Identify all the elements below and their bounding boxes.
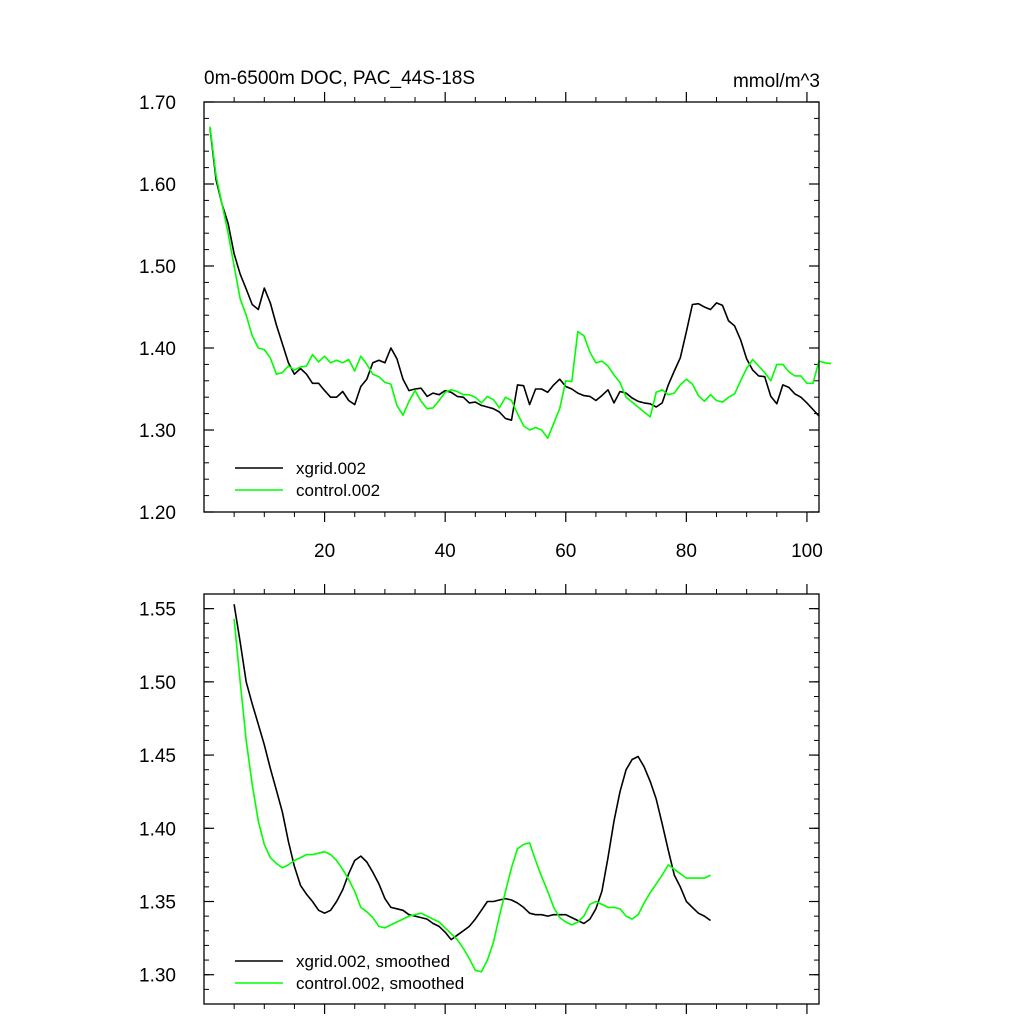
y-tick-label: 1.40: [139, 339, 176, 360]
y-tick-label: 1.70: [139, 93, 176, 114]
top-chart-frame: [203, 101, 820, 513]
top-chart-legend: xgrid.002 control.002: [235, 459, 380, 500]
x-tick-label: 80: [676, 541, 697, 562]
y-tick-label: 1.40: [139, 819, 176, 840]
y-tick-label: 1.30: [139, 966, 176, 987]
y-tick-label: 1.20: [139, 503, 176, 524]
y-tick-label: 1.35: [139, 893, 176, 914]
y-tick-label: 1.45: [139, 746, 176, 767]
bottom-chart-series: [233, 604, 711, 973]
top-chart-panel: 0m-6500m DOC, PAC_44S-18S mmol/m^3 1.201…: [139, 68, 832, 562]
legend-label-xgrid-smoothed: xgrid.002, smoothed: [296, 952, 450, 971]
legend-label-xgrid: xgrid.002: [296, 459, 366, 478]
y-tick-label: 1.50: [139, 257, 176, 278]
legend-label-control-smoothed: control.002, smoothed: [296, 974, 464, 993]
x-tick-label: 20: [314, 541, 335, 562]
series-line-xgrid: [209, 128, 820, 422]
top-chart-title: 0m-6500m DOC, PAC_44S-18S: [204, 68, 475, 89]
x-tick-label: 100: [791, 541, 823, 562]
series-line-control: [233, 618, 711, 973]
y-tick-label: 1.55: [139, 600, 176, 621]
bottom-chart-legend: xgrid.002, smoothed control.002, smoothe…: [235, 952, 464, 993]
y-tick-label: 1.50: [139, 673, 176, 694]
y-tick-label: 1.60: [139, 175, 176, 196]
bottom-chart-ticks: 1.30 1.35 1.40 1.45 1.50 1.55: [139, 584, 819, 1014]
bottom-chart-panel: 1.30 1.35 1.40 1.45 1.50 1.55 xgrid.002, smoo…: [139, 584, 820, 1014]
series-line-control: [209, 126, 832, 440]
x-tick-label: 60: [555, 541, 576, 562]
legend-label-control: control.002: [296, 481, 380, 500]
bottom-chart-frame: [203, 593, 820, 1005]
top-chart-series: [209, 126, 832, 440]
top-chart-units: mmol/m^3: [733, 71, 820, 92]
x-tick-label: 40: [435, 541, 456, 562]
top-chart-ticks: 1.20 1.30 1.40 1.50 1.60 1.70 20 40 60 80 100: [139, 92, 823, 562]
series-line-xgrid: [233, 604, 711, 941]
y-tick-label: 1.30: [139, 421, 176, 442]
